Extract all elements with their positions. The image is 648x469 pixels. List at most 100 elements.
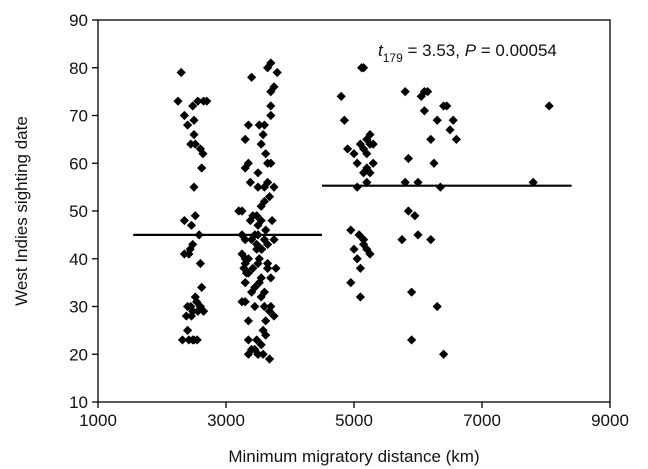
data-point	[195, 301, 205, 312]
data-point	[362, 244, 372, 254]
data-point	[189, 182, 199, 192]
ticks-layer: 1000 3000 5000 7000 9000 10 20 30 40 50 60 70 80 90	[69, 11, 629, 430]
data-point	[259, 301, 269, 312]
data-point	[426, 134, 436, 144]
data-point	[359, 239, 369, 250]
data-point	[359, 168, 369, 178]
data-point	[365, 168, 375, 178]
data-point	[266, 87, 276, 97]
data-point	[192, 335, 202, 345]
data-point	[257, 244, 267, 254]
data-point	[194, 230, 204, 240]
data-point	[365, 249, 375, 259]
data-point	[252, 211, 262, 221]
data-point	[263, 239, 273, 250]
p-symbol: P	[465, 41, 477, 60]
data-point	[240, 134, 250, 144]
data-point	[252, 335, 262, 345]
data-point	[258, 130, 268, 140]
data-point	[445, 125, 455, 135]
data-point	[269, 235, 279, 245]
data-point	[197, 163, 207, 173]
data-point	[266, 101, 276, 111]
data-point	[349, 149, 359, 159]
data-point	[442, 101, 452, 111]
y-tick-label: 50	[69, 202, 88, 221]
data-point	[346, 278, 356, 288]
data-point	[407, 335, 417, 345]
data-point	[259, 120, 269, 130]
points-layer	[173, 58, 554, 364]
data-point	[250, 301, 260, 312]
data-point	[343, 144, 353, 154]
data-point	[261, 149, 271, 159]
data-point	[239, 263, 249, 273]
data-point	[271, 263, 281, 273]
data-point	[197, 282, 207, 292]
data-point	[181, 311, 191, 321]
x-tick-label: 3000	[207, 411, 245, 430]
means-layer	[133, 184, 572, 236]
data-point	[272, 67, 282, 78]
data-point	[243, 254, 253, 264]
data-point	[403, 206, 413, 216]
data-point	[256, 215, 266, 226]
data-point	[451, 134, 461, 144]
data-point	[432, 301, 442, 312]
data-point	[403, 153, 413, 164]
data-point	[256, 340, 266, 350]
y-axis-title-group: West Indies sighting date	[12, 116, 31, 306]
data-point	[352, 254, 362, 264]
data-point	[400, 87, 410, 97]
data-point	[254, 120, 264, 130]
data-point	[266, 273, 276, 283]
data-point	[355, 292, 365, 302]
data-point	[426, 235, 436, 245]
data-point	[177, 335, 188, 345]
data-point	[188, 306, 198, 316]
data-point	[179, 215, 189, 226]
data-point	[195, 258, 205, 269]
data-point	[407, 287, 417, 297]
p-value: = 0.00054	[476, 41, 557, 60]
plot-frame	[97, 19, 611, 403]
data-point	[176, 67, 186, 78]
data-point	[269, 311, 279, 321]
data-point	[259, 235, 269, 245]
data-point	[190, 211, 200, 221]
data-point	[267, 215, 277, 226]
data-point	[199, 306, 209, 316]
t-value: = 3.53,	[403, 41, 465, 60]
data-point	[259, 182, 269, 192]
data-point	[202, 96, 212, 106]
data-point	[179, 110, 189, 121]
y-tick-label: 90	[69, 11, 88, 30]
data-point	[354, 230, 364, 240]
y-tick-label: 60	[69, 154, 88, 173]
x-tick-label: 1000	[79, 411, 117, 430]
data-point	[261, 316, 271, 326]
data-point	[264, 306, 275, 316]
y-tick-label: 10	[69, 393, 88, 412]
y-tick-label: 70	[69, 107, 88, 126]
data-point	[253, 182, 263, 192]
data-point	[253, 168, 263, 178]
data-point	[243, 349, 253, 359]
data-point	[188, 101, 198, 111]
data-point	[339, 115, 349, 125]
data-point	[253, 258, 263, 269]
data-point	[256, 292, 266, 302]
data-point	[250, 230, 260, 240]
data-point	[245, 177, 255, 187]
t-symbol: t	[378, 41, 384, 60]
data-point	[189, 130, 199, 140]
data-point	[448, 115, 458, 125]
data-point	[245, 215, 255, 226]
data-point	[357, 63, 367, 73]
data-point	[259, 196, 269, 207]
data-point	[183, 301, 193, 312]
data-point	[365, 139, 375, 149]
x-tick-label: 9000	[591, 411, 629, 430]
data-point	[400, 177, 410, 187]
